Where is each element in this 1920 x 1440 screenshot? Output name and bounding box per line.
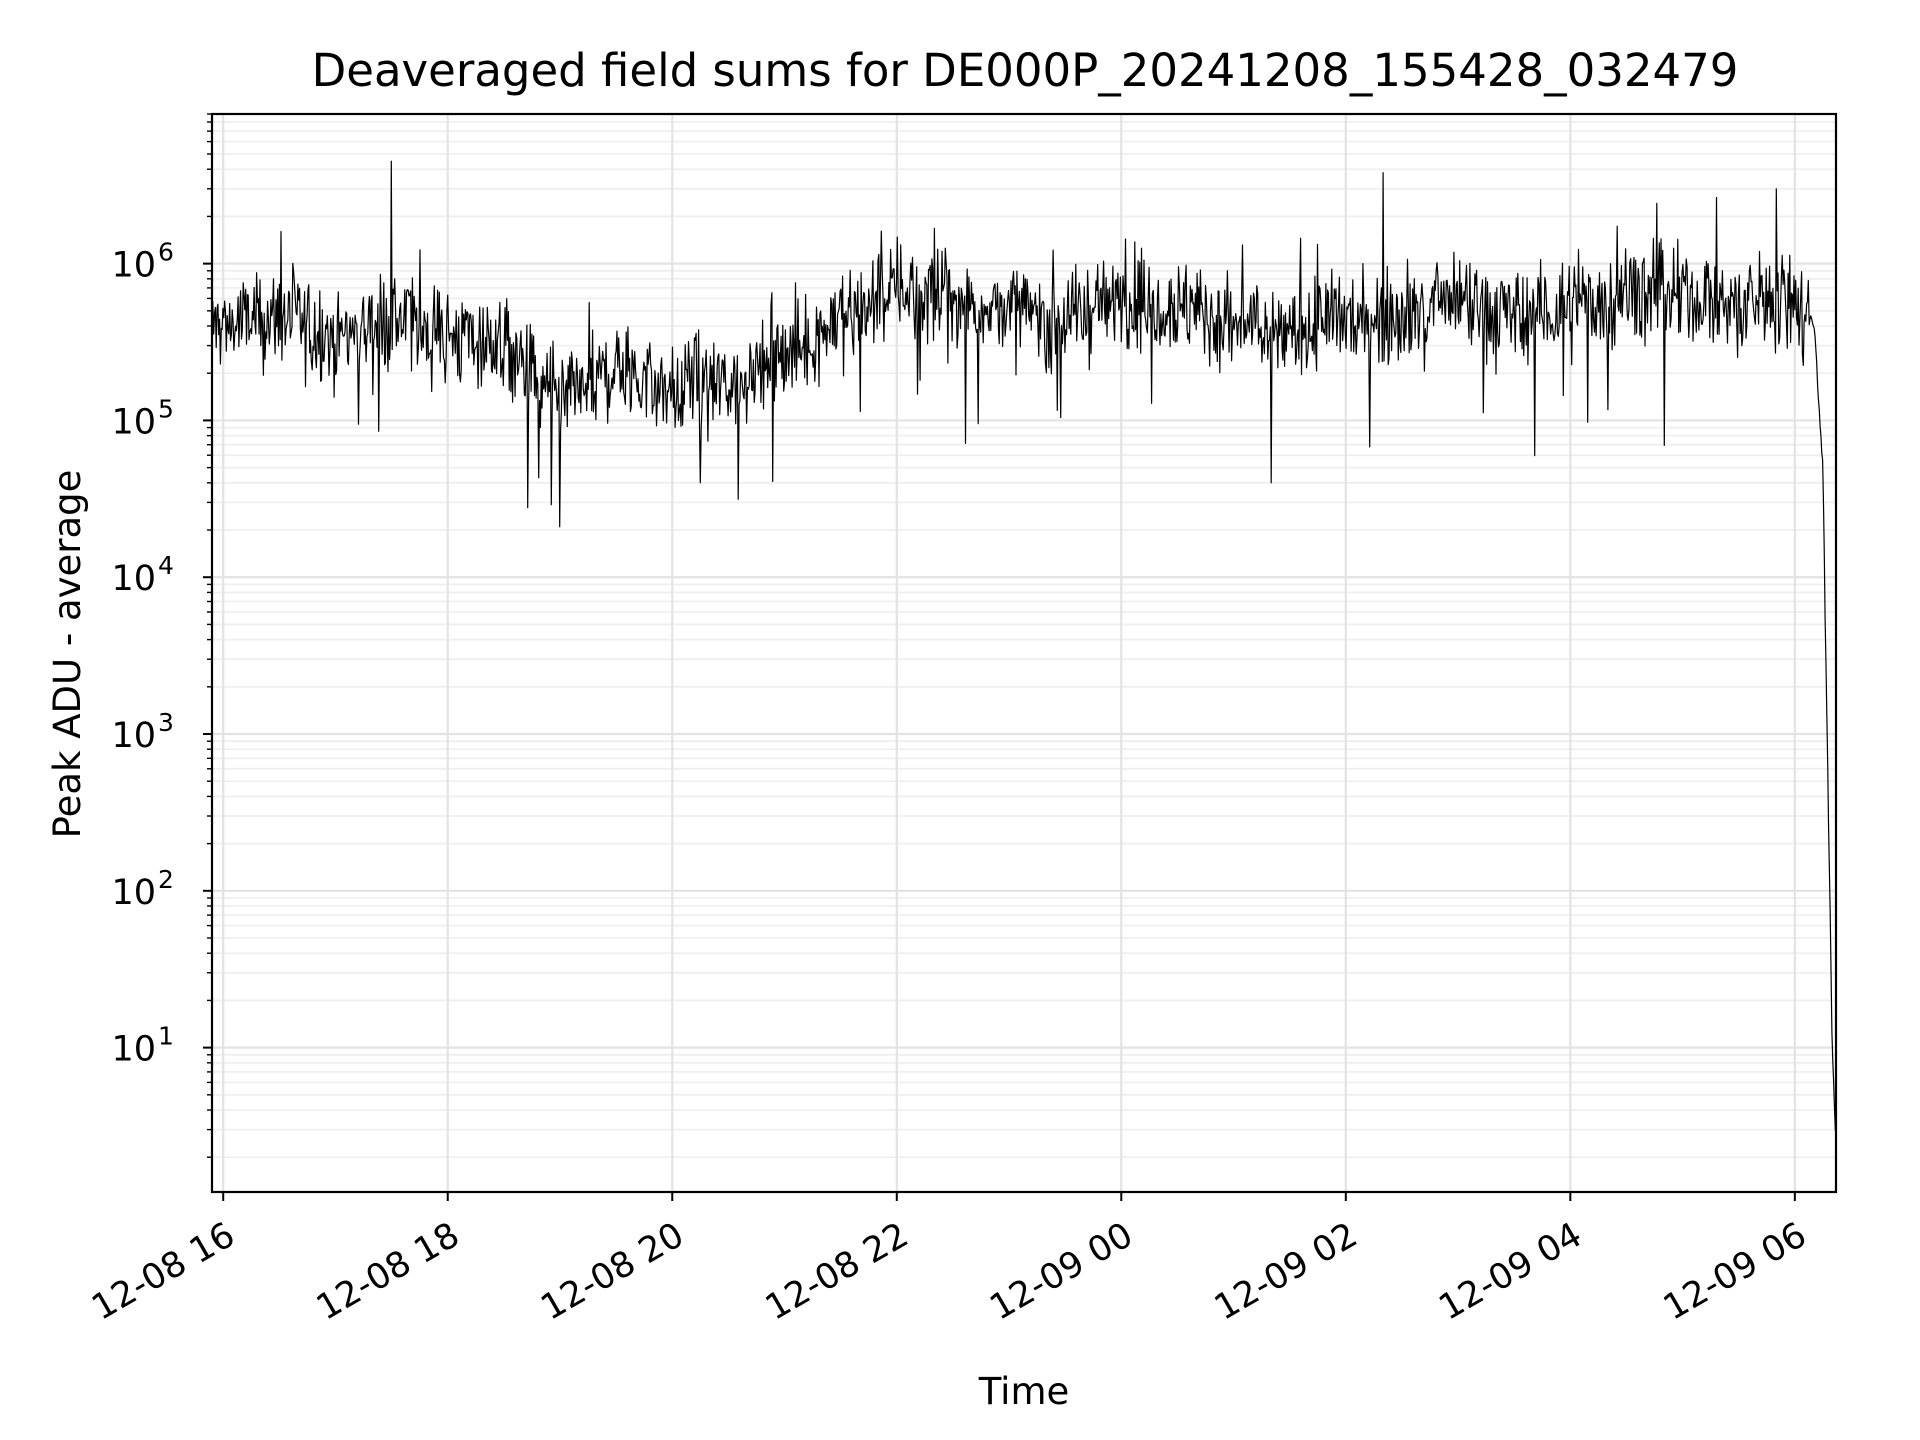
- y-tick-exponent: 6: [158, 238, 174, 267]
- chart-title: Deaveraged field sums for DE000P_2024120…: [312, 44, 1739, 97]
- y-tick-exponent: 5: [158, 394, 174, 423]
- y-tick-label: 10 4: [111, 551, 173, 599]
- y-tick-base: 10: [111, 716, 156, 756]
- y-tick-label: 10 1: [111, 1022, 173, 1070]
- series-line: [211, 160, 1836, 1131]
- y-tick-label: 10 2: [111, 865, 173, 913]
- y-tick-exponent: 4: [158, 551, 174, 580]
- y-axis-label: Peak ADU - average: [46, 470, 89, 839]
- x-axis-label: Time: [978, 1370, 1070, 1413]
- series-layer: [211, 160, 1836, 1131]
- y-tick-exponent: 3: [158, 708, 174, 737]
- y-tick-base: 10: [111, 402, 156, 442]
- y-tick-base: 10: [111, 873, 156, 913]
- y-tick-base: 10: [111, 1030, 156, 1070]
- y-tick-label: 10 6: [111, 238, 173, 286]
- y-tick-base: 10: [111, 246, 156, 286]
- plot-frame: [210, 112, 1838, 1194]
- y-tick-exponent: 2: [158, 865, 174, 894]
- y-tick-label: 10 5: [111, 394, 173, 442]
- y-tick-label: 10 3: [111, 708, 173, 756]
- y-tick-exponent: 1: [158, 1022, 174, 1051]
- y-tick-base: 10: [111, 559, 156, 599]
